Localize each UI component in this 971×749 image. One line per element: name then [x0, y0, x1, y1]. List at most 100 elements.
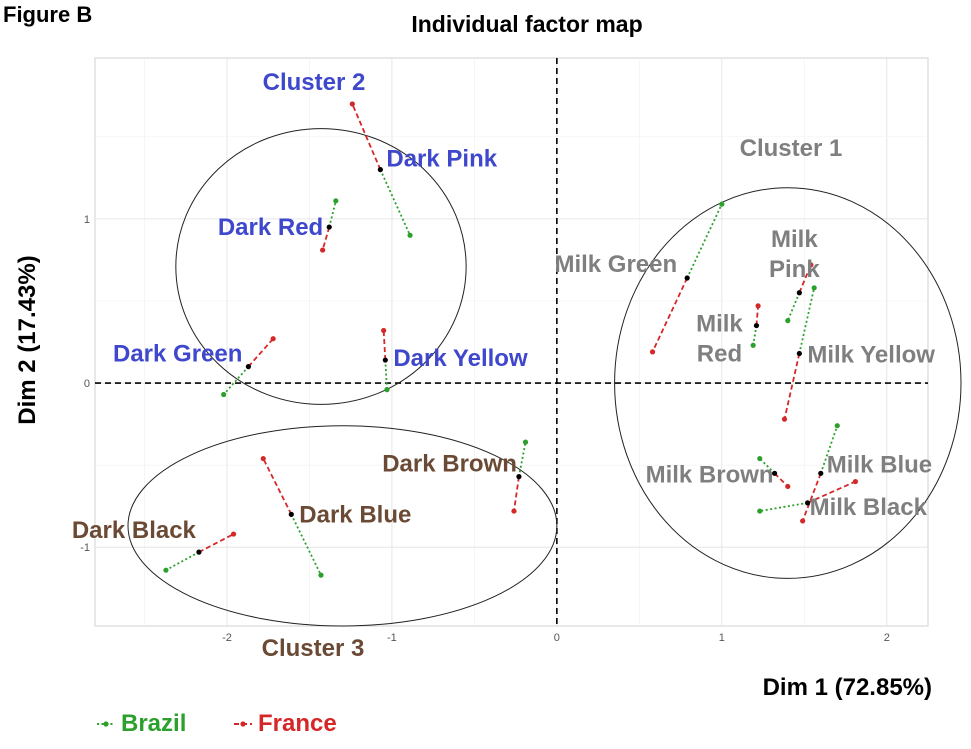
milk-pink-brazil-segment — [786, 292, 801, 322]
cluster-ellipse-cluster-3 — [127, 425, 558, 627]
dark-green-brazil-point — [221, 391, 227, 398]
dark-brown-label: Dark Brown — [382, 451, 517, 478]
dark-green-mean-point — [245, 364, 252, 370]
dark-yellow-label: Dark Yellow — [393, 345, 528, 372]
dark-pink-france-segment — [351, 103, 382, 170]
milk-brown-label: Milk Brown — [646, 461, 774, 488]
milk-black-mean-point — [804, 500, 811, 506]
milk-blue-france-segment — [801, 473, 822, 522]
cluster-ellipse-cluster-2 — [175, 128, 467, 405]
dark-brown-brazil-point — [522, 439, 529, 445]
milk-brown-france-point — [785, 483, 791, 490]
milk-green-mean-point — [684, 275, 690, 281]
product-points — [163, 101, 859, 578]
milk-black-label: Milk Black — [810, 494, 928, 521]
legend-point-france — [240, 721, 246, 727]
dark-pink-label: Dark Pink — [386, 146, 497, 173]
cluster-ellipse-cluster-1 — [614, 187, 962, 579]
dark-green-brazil-segment — [222, 366, 250, 396]
dark-yellow-brazil-point — [384, 387, 390, 393]
dark-red-france-segment — [321, 226, 331, 251]
milk-black-brazil-segment — [759, 501, 808, 512]
x-tick-label: 1 — [719, 632, 725, 644]
milk-pink-france-point — [808, 262, 814, 268]
x-tick-label: 2 — [884, 632, 890, 644]
cluster-3-label: Cluster 3 — [262, 635, 365, 662]
figure-label: Figure B — [3, 2, 92, 27]
dark-red-brazil-segment — [328, 200, 337, 228]
legend: Brazil France — [97, 710, 337, 737]
milk-yellow-france-point — [781, 416, 788, 422]
y-tick-label: 1 — [84, 214, 90, 226]
chart-title: Individual factor map — [411, 11, 642, 37]
milk-brown-mean-point — [771, 470, 778, 476]
milk-red-brazil-point — [750, 342, 756, 348]
dark-green-label: Dark Green — [113, 341, 242, 368]
dark-brown-mean-point — [516, 474, 522, 480]
dark-blue-france-point — [260, 455, 266, 462]
dark-green-france-point — [270, 336, 276, 342]
plot-panel — [94, 57, 929, 627]
dark-pink-brazil-segment — [379, 169, 411, 236]
cluster-1-label: Cluster 1 — [740, 135, 843, 162]
product-labels: Dark Pink Dark Red Dark Green Dark Yellow Da… — [72, 146, 935, 544]
milk-brown-brazil-point — [757, 455, 763, 462]
milk-red-france-segment — [755, 305, 759, 326]
cluster-ellipses — [127, 128, 962, 627]
x-tick-label: -2 — [222, 632, 232, 644]
y-axis-label: Dim 2 (17.43%) — [14, 255, 41, 424]
milk-blue-brazil-segment — [819, 425, 839, 474]
dark-pink-brazil-point — [407, 232, 413, 238]
dark-yellow-france-point — [381, 327, 387, 334]
y-tick-label: -1 — [80, 542, 90, 554]
legend-entry-brazil: Brazil — [97, 710, 186, 737]
cluster-2-label: Cluster 2 — [263, 69, 366, 96]
x-axis-label: Dim 1 (72.85%) — [763, 674, 932, 701]
legend-label-brazil: Brazil — [121, 710, 186, 737]
milk-red-mean-point — [753, 322, 760, 329]
dark-blue-brazil-point — [318, 572, 324, 578]
dark-black-france-point — [230, 531, 237, 537]
milk-black-brazil-point — [757, 508, 763, 514]
milk-blue-label: Milk Blue — [827, 451, 932, 478]
milk-green-brazil-segment — [686, 203, 723, 279]
milk-green-label: Milk Green — [554, 251, 677, 278]
milk-green-france-segment — [651, 277, 688, 353]
milk-yellow-mean-point — [796, 350, 802, 357]
axis-ticks: -2 -1 0 1 2 -1 0 1 — [80, 214, 890, 644]
legend-point-brazil — [103, 721, 109, 727]
milk-red-brazil-segment — [752, 325, 758, 346]
dark-yellow-mean-point — [382, 357, 388, 363]
dark-black-france-segment — [198, 533, 234, 553]
legend-entry-france: France — [234, 710, 337, 737]
dark-green-france-segment — [247, 338, 274, 368]
milk-yellow-france-segment — [783, 353, 801, 420]
dark-black-mean-point — [196, 549, 202, 555]
milk-brown-brazil-segment — [759, 457, 776, 474]
milk-blue-brazil-point — [834, 423, 840, 429]
x-tick-label: -1 — [387, 632, 397, 644]
dark-blue-mean-point — [288, 511, 294, 517]
dark-blue-label: Dark Blue — [299, 501, 411, 528]
dark-pink-france-point — [349, 101, 355, 107]
milk-yellow-label: Milk Yellow — [807, 341, 935, 368]
milk-blue-mean-point — [818, 470, 824, 476]
dark-yellow-france-segment — [382, 330, 387, 361]
dark-brown-france-segment — [513, 476, 520, 512]
dark-black-brazil-point — [163, 567, 169, 573]
milk-pink-france-segment — [798, 264, 812, 294]
milk-yellow-brazil-point — [811, 285, 817, 291]
dark-red-label: Dark Red — [218, 214, 323, 241]
dark-red-brazil-point — [333, 198, 339, 204]
x-tick-label: 0 — [554, 632, 560, 644]
milk-pink-brazil-point — [785, 318, 791, 324]
milk-red-label: Milk Red — [696, 311, 743, 368]
milk-black-france-segment — [807, 480, 856, 504]
dark-pink-mean-point — [377, 167, 383, 173]
dark-red-mean-point — [326, 224, 332, 230]
dark-yellow-brazil-segment — [384, 360, 388, 390]
milk-black-france-point — [852, 478, 859, 485]
milk-red-france-point — [755, 303, 761, 309]
milk-green-france-point — [649, 349, 656, 355]
dark-red-france-point — [320, 247, 326, 253]
